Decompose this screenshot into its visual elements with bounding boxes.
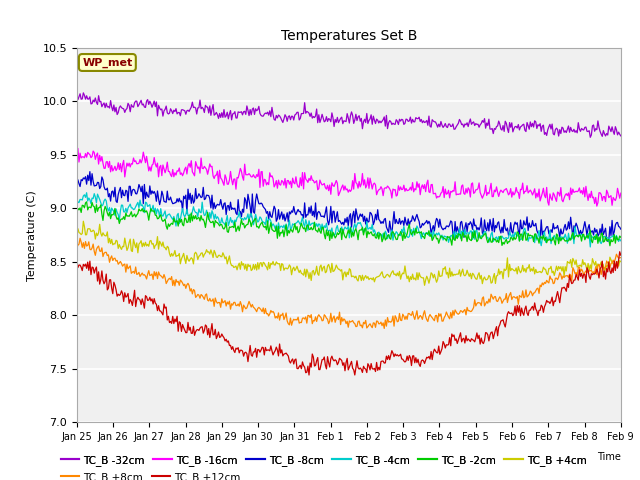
TC_B +8cm bbox=[73, 245, 81, 251]
TC_B -32cm bbox=[520, 121, 527, 127]
TC_B -4cm bbox=[398, 227, 406, 232]
TC_B -16cm bbox=[593, 203, 601, 209]
TC_B -8cm bbox=[604, 239, 612, 244]
TC_B +4cm bbox=[521, 265, 529, 271]
TC_B +8cm bbox=[76, 235, 84, 241]
TC_B -2cm bbox=[332, 233, 340, 239]
TC_B -2cm bbox=[605, 237, 612, 242]
TC_B -16cm bbox=[74, 145, 82, 151]
TC_B -2cm bbox=[617, 234, 625, 240]
TC_B -32cm bbox=[617, 133, 625, 139]
TC_B -2cm bbox=[398, 231, 406, 237]
TC_B -8cm bbox=[617, 226, 625, 232]
TC_B -8cm bbox=[398, 218, 406, 224]
TC_B -8cm bbox=[336, 217, 344, 223]
TC_B +12cm bbox=[305, 372, 313, 378]
TC_B -8cm bbox=[520, 218, 527, 224]
Title: Temperatures Set B: Temperatures Set B bbox=[280, 29, 417, 43]
TC_B -2cm bbox=[73, 208, 81, 214]
TC_B -16cm bbox=[520, 191, 527, 196]
TC_B +12cm bbox=[398, 356, 406, 362]
Line: TC_B -16cm: TC_B -16cm bbox=[77, 148, 621, 206]
TC_B -8cm bbox=[86, 169, 93, 175]
TC_B -4cm bbox=[332, 225, 340, 231]
TC_B +12cm bbox=[73, 258, 81, 264]
TC_B +12cm bbox=[332, 358, 340, 364]
Legend: TC_B -32cm, TC_B -16cm, TC_B -8cm, TC_B -4cm, TC_B -2cm, TC_B +4cm: TC_B -32cm, TC_B -16cm, TC_B -8cm, TC_B … bbox=[56, 451, 591, 470]
Line: TC_B -4cm: TC_B -4cm bbox=[77, 193, 621, 247]
TC_B +4cm bbox=[336, 266, 344, 272]
TC_B +12cm bbox=[605, 259, 612, 264]
TC_B +4cm bbox=[369, 277, 376, 283]
TC_B +12cm bbox=[369, 366, 376, 372]
TC_B +8cm bbox=[399, 312, 406, 317]
TC_B +4cm bbox=[332, 262, 340, 268]
TC_B -4cm bbox=[73, 195, 81, 201]
TC_B -32cm bbox=[332, 120, 340, 125]
TC_B -8cm bbox=[606, 224, 614, 229]
TC_B -32cm bbox=[398, 117, 406, 122]
Line: TC_B -32cm: TC_B -32cm bbox=[77, 93, 621, 137]
Line: TC_B -8cm: TC_B -8cm bbox=[77, 172, 621, 241]
TC_B -32cm bbox=[586, 134, 594, 140]
TC_B -4cm bbox=[586, 244, 594, 250]
TC_B -32cm bbox=[369, 121, 376, 127]
TC_B -16cm bbox=[398, 187, 406, 192]
TC_B -16cm bbox=[73, 150, 81, 156]
Line: TC_B +12cm: TC_B +12cm bbox=[77, 252, 621, 375]
TC_B +8cm bbox=[332, 316, 340, 322]
Text: WP_met: WP_met bbox=[82, 58, 132, 68]
Line: TC_B +4cm: TC_B +4cm bbox=[77, 221, 621, 285]
TC_B -32cm bbox=[73, 95, 81, 101]
TC_B +8cm bbox=[606, 265, 614, 271]
TC_B -32cm bbox=[79, 90, 87, 96]
TC_B +4cm bbox=[617, 259, 625, 264]
Y-axis label: Temperature (C): Temperature (C) bbox=[27, 190, 37, 281]
TC_B +4cm bbox=[79, 218, 87, 224]
TC_B +8cm bbox=[369, 325, 376, 331]
TC_B +8cm bbox=[617, 255, 625, 261]
Legend: TC_B +8cm, TC_B +12cm: TC_B +8cm, TC_B +12cm bbox=[56, 468, 245, 480]
TC_B -32cm bbox=[606, 126, 614, 132]
TC_B -4cm bbox=[606, 235, 614, 241]
TC_B -4cm bbox=[336, 228, 344, 234]
Line: TC_B +8cm: TC_B +8cm bbox=[77, 238, 621, 328]
Line: TC_B -2cm: TC_B -2cm bbox=[77, 202, 621, 246]
TC_B -16cm bbox=[336, 190, 344, 196]
TC_B -2cm bbox=[606, 243, 614, 249]
TC_B +8cm bbox=[380, 325, 388, 331]
TC_B -32cm bbox=[336, 118, 344, 123]
TC_B -8cm bbox=[73, 175, 81, 181]
TC_B -8cm bbox=[332, 214, 340, 220]
TC_B +12cm bbox=[336, 355, 344, 361]
TC_B +12cm bbox=[520, 312, 527, 318]
TC_B -2cm bbox=[369, 232, 376, 238]
TC_B -4cm bbox=[369, 222, 376, 228]
TC_B -2cm bbox=[520, 231, 527, 237]
TC_B -4cm bbox=[617, 238, 625, 244]
TC_B -2cm bbox=[336, 230, 344, 236]
TC_B -8cm bbox=[369, 213, 376, 219]
TC_B -4cm bbox=[520, 227, 527, 233]
Text: Time: Time bbox=[597, 452, 621, 462]
TC_B -16cm bbox=[606, 193, 614, 199]
TC_B +12cm bbox=[616, 249, 623, 254]
TC_B +4cm bbox=[420, 282, 428, 288]
TC_B -16cm bbox=[617, 190, 625, 196]
TC_B -16cm bbox=[369, 186, 376, 192]
TC_B -4cm bbox=[83, 190, 90, 196]
TC_B +4cm bbox=[73, 227, 81, 233]
TC_B +4cm bbox=[398, 272, 406, 278]
TC_B -16cm bbox=[332, 178, 340, 183]
TC_B +12cm bbox=[617, 252, 625, 258]
TC_B +4cm bbox=[606, 254, 614, 260]
TC_B +8cm bbox=[336, 309, 344, 315]
TC_B -2cm bbox=[83, 199, 90, 204]
TC_B +8cm bbox=[521, 294, 529, 300]
